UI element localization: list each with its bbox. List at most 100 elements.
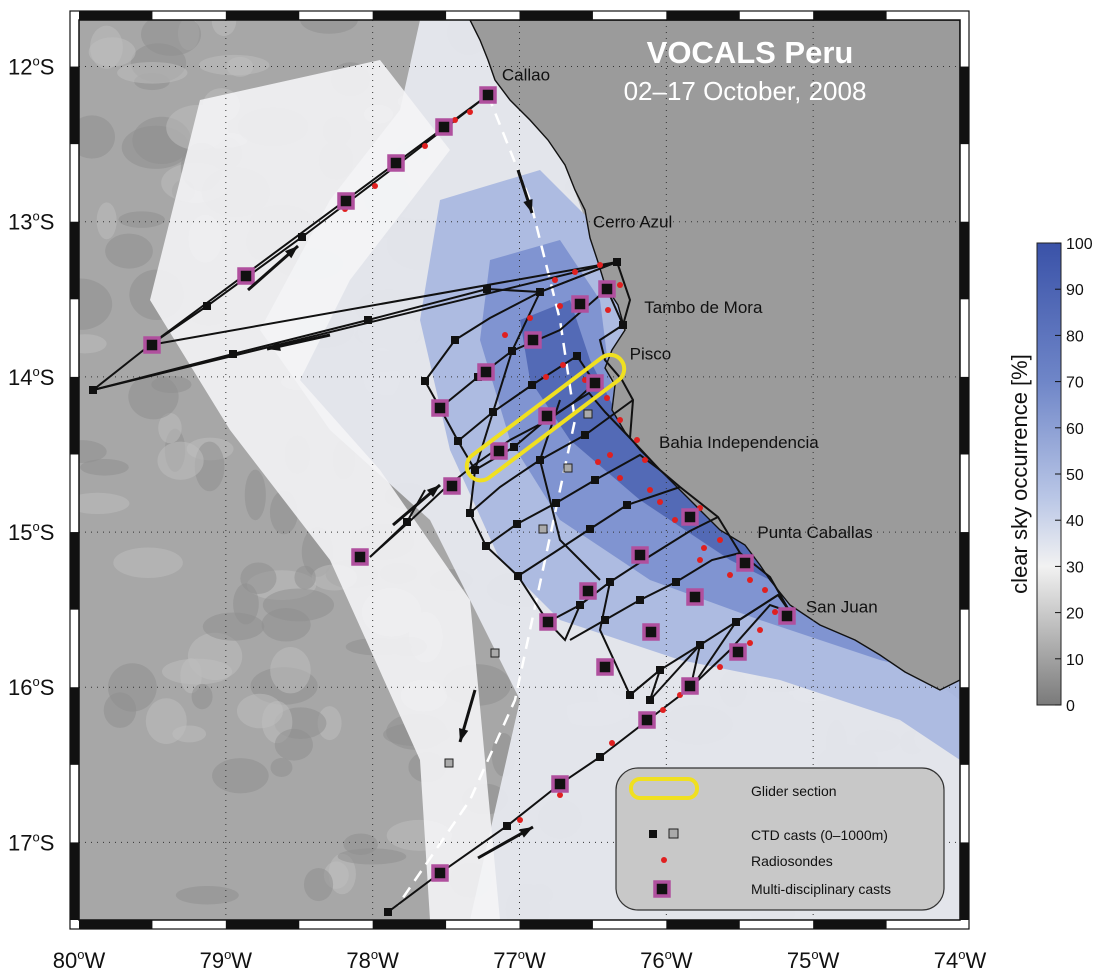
frame-tick-left <box>70 842 79 920</box>
multi-cast <box>443 477 461 495</box>
radiosonde-point <box>772 609 778 615</box>
colorbar-tick-label: 80 <box>1066 328 1084 345</box>
frame-tick-right <box>960 66 969 145</box>
radiosonde-point <box>517 817 523 823</box>
ctd-cast <box>646 696 654 704</box>
multi-cast <box>736 554 754 572</box>
arrow-head <box>284 246 298 259</box>
multi-cast <box>143 336 161 354</box>
ctd-cast <box>514 572 522 580</box>
ctd-cast <box>576 601 584 609</box>
ctd-cast <box>536 456 544 464</box>
axis-labels: 80oW 79oW 78oW 77oW 76oW 75oW 74oW 12oS 13oS 14oS… <box>8 54 986 973</box>
multi-cast <box>237 267 255 285</box>
legend-ctd-label: CTD casts (0–1000m) <box>751 827 888 843</box>
place-label: Callao <box>502 65 550 84</box>
texture-patch <box>117 61 188 84</box>
legend: Glider section CTD casts (0–1000m) Radio… <box>615 767 945 911</box>
legend-glider-label: Glider section <box>751 783 837 799</box>
ctd-cast <box>552 499 560 507</box>
texture-patch <box>233 583 259 625</box>
multi-cast <box>586 374 604 392</box>
lat-tick-label: 14oS <box>8 364 54 390</box>
lon-tick-label: 77oW <box>493 947 546 973</box>
ctd-cast <box>466 509 474 517</box>
ship-track <box>424 261 618 382</box>
radiosonde-point <box>557 792 563 798</box>
ctd-cast <box>613 258 621 266</box>
texture-patch <box>244 469 266 521</box>
colorbar-tick-label: 60 <box>1066 421 1084 438</box>
lat-tick-label: 13oS <box>8 209 54 235</box>
radiosonde-point <box>552 277 558 283</box>
ship-track <box>474 291 541 471</box>
radiosonde-point <box>747 640 753 646</box>
place-label: Pisco <box>630 345 672 364</box>
multi-cast <box>431 399 449 417</box>
radiosonde-point <box>527 315 533 321</box>
multi-cast <box>431 864 449 882</box>
frame-tick-bottom <box>372 920 447 929</box>
lat-tick-label: 16oS <box>8 674 54 700</box>
ship-track <box>387 603 791 913</box>
lat-tick-label: 12oS <box>8 54 54 80</box>
lat-tick-label: 17oS <box>8 829 54 855</box>
texture-patch <box>294 565 316 590</box>
ctd-cast <box>451 336 459 344</box>
ctd-cast <box>510 443 518 451</box>
radiosonde-point <box>572 269 578 275</box>
ship-tracks <box>89 86 796 916</box>
ctd-cast <box>696 641 704 649</box>
multi-cast <box>435 118 453 136</box>
texture-patch <box>113 547 183 578</box>
radiosonde-point <box>597 262 603 268</box>
radiosonde-point <box>543 374 549 380</box>
colorbar-tick-label: 30 <box>1066 559 1084 576</box>
frame-tick-top <box>79 11 153 20</box>
texture-patch <box>79 440 107 464</box>
multi-cast <box>477 363 495 381</box>
texture-patch <box>303 867 334 902</box>
multi-cast <box>642 623 660 641</box>
multi-cast <box>631 546 649 564</box>
texture-patch <box>157 441 204 480</box>
multi-cast <box>479 86 497 104</box>
texture-patch <box>236 693 283 729</box>
radiosonde-point <box>604 395 610 401</box>
ctd-gray-swatch <box>668 828 679 839</box>
ctd-cast <box>403 518 411 526</box>
multi-cast <box>539 613 557 631</box>
radiosonde-point <box>634 437 640 443</box>
texture-patch <box>270 647 311 694</box>
ctd-cast <box>471 466 479 474</box>
ctd-cast <box>89 386 97 394</box>
ctd-cast <box>384 908 392 916</box>
texture-patch <box>175 885 239 905</box>
colorbar-tick-label: 50 <box>1066 467 1084 484</box>
ctd-cast <box>636 596 644 604</box>
ctd-cast <box>536 288 544 296</box>
frame-tick-right <box>960 532 969 610</box>
texture-patch <box>212 758 269 794</box>
ctd-cast <box>672 578 680 586</box>
glider-legend-swatch <box>629 777 699 800</box>
clear-sky-core <box>480 240 960 680</box>
radiosonde-point <box>595 459 601 465</box>
radiosonde-point <box>701 545 707 551</box>
multi-cast <box>551 775 569 793</box>
multi-cast-swatch <box>653 880 671 898</box>
arrow-head <box>426 485 440 498</box>
ctd-cast <box>596 753 604 761</box>
frame-tick-left <box>70 376 79 455</box>
frame-tick-right <box>960 376 969 455</box>
ctd-cast <box>229 350 237 358</box>
radiosonde-point <box>660 707 666 713</box>
ctd-cast <box>606 578 614 586</box>
texture-patch <box>158 412 182 444</box>
radiosonde-point <box>642 457 648 463</box>
arrow-head <box>459 728 469 742</box>
arrow-head <box>267 341 281 351</box>
place-label: Bahia Independencia <box>659 433 819 452</box>
ctd-cast <box>591 476 599 484</box>
